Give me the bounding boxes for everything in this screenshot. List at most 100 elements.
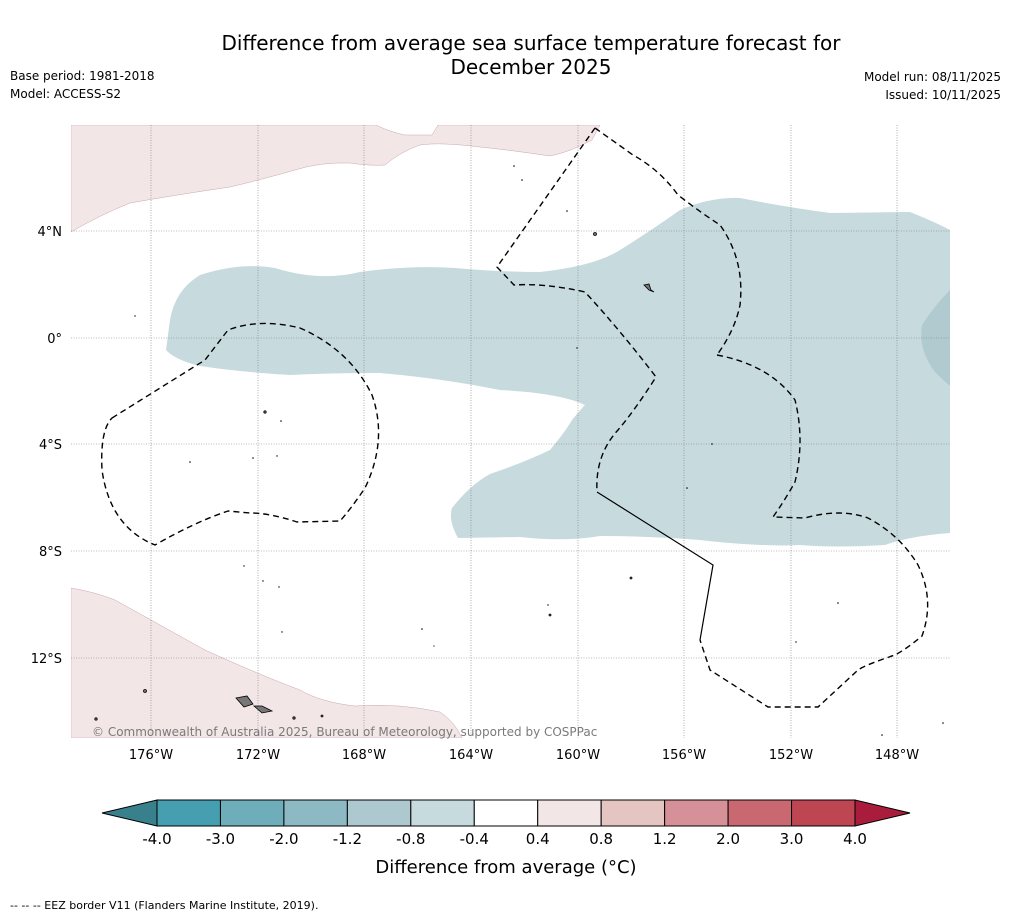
atoll-20 bbox=[433, 645, 435, 647]
atoll-9 bbox=[276, 455, 278, 457]
colorbar-segment bbox=[346, 799, 412, 827]
lon-label-160w: 160°W bbox=[556, 748, 600, 763]
colorbar-segment bbox=[410, 799, 475, 827]
copyright-text: © Commonwealth of Australia 2025, Bureau… bbox=[92, 725, 597, 739]
eez-borders bbox=[101, 127, 929, 708]
island-small-2 bbox=[263, 410, 267, 414]
eez-tuvalu-tokelau bbox=[101, 322, 380, 546]
colorbar-label: -4.0 bbox=[142, 830, 171, 848]
atoll-14 bbox=[278, 586, 280, 588]
colorbar-extend-high bbox=[854, 799, 911, 827]
colorbar-segment bbox=[283, 799, 348, 827]
colorbar-label: -2.0 bbox=[269, 830, 298, 848]
map-title: Difference from average sea surface temp… bbox=[0, 31, 1011, 79]
atoll-21 bbox=[881, 734, 883, 736]
islands bbox=[94, 232, 655, 721]
colorbar-label: 0.4 bbox=[526, 830, 550, 848]
atoll-5 bbox=[576, 347, 578, 349]
atoll-18 bbox=[281, 631, 283, 633]
colorbar-segment bbox=[156, 799, 221, 827]
colorbar-segment bbox=[727, 799, 793, 827]
atoll-11 bbox=[686, 487, 688, 489]
colorbar-extend-low bbox=[101, 799, 158, 827]
atoll-6 bbox=[280, 420, 282, 422]
atoll-7 bbox=[189, 461, 191, 463]
graticule bbox=[71, 125, 950, 738]
colorbar-label: 1.2 bbox=[653, 830, 677, 848]
colorbar-segment bbox=[664, 799, 729, 827]
lon-label-152w: 152°W bbox=[769, 748, 813, 763]
colorbar-segment bbox=[600, 799, 666, 827]
colorbar-label: 3.0 bbox=[780, 830, 804, 848]
island-small-5 bbox=[94, 717, 98, 721]
island-upolu bbox=[252, 705, 274, 714]
atoll-16 bbox=[837, 602, 839, 604]
atoll-12 bbox=[243, 565, 245, 567]
lat-label-4s: 4°S bbox=[39, 438, 62, 453]
meta-right: Model run: 08/11/2025 Issued: 10/11/2025 bbox=[864, 68, 1001, 104]
meta-left: Base period: 1981-2018 Model: ACCESS-S2 bbox=[10, 67, 155, 103]
colorbar-label: -0.4 bbox=[460, 830, 489, 848]
eez-kiribati-line bbox=[699, 354, 929, 708]
eez-phoenix-west bbox=[496, 127, 657, 493]
colorbar-label: 4.0 bbox=[843, 830, 867, 848]
colorbar-label: 2.0 bbox=[716, 830, 740, 848]
colorbar-label: -1.2 bbox=[333, 830, 362, 848]
colorbar-label: -0.8 bbox=[396, 830, 425, 848]
lat-label-4n: 4°N bbox=[38, 225, 63, 240]
island-savaii bbox=[235, 695, 254, 708]
colorbar-segment bbox=[219, 799, 285, 827]
issued-date: Issued: 10/11/2025 bbox=[885, 88, 1001, 102]
title-line-2: December 2025 bbox=[450, 55, 612, 79]
title-line-1: Difference from average sea surface temp… bbox=[221, 31, 841, 55]
colorbar-segment bbox=[791, 799, 856, 827]
island-small-1 bbox=[593, 232, 597, 236]
lon-label-172w: 172°W bbox=[236, 748, 280, 763]
cool-anomaly-core bbox=[921, 290, 950, 386]
lon-label-176w: 176°W bbox=[129, 748, 173, 763]
colorbar-label: -3.0 bbox=[206, 830, 235, 848]
eez-footnote: -- -- -- EEZ border V11 (Flanders Marine… bbox=[10, 899, 319, 912]
colorbar-title: Difference from average (°C) bbox=[375, 857, 636, 878]
maritime-boundary bbox=[596, 491, 714, 641]
atoll-17 bbox=[421, 628, 423, 630]
atoll-10 bbox=[711, 443, 713, 445]
lon-label-148w: 148°W bbox=[875, 748, 919, 763]
lon-label-164w: 164°W bbox=[449, 748, 493, 763]
lat-label-12s: 12°S bbox=[31, 652, 62, 667]
atoll-22 bbox=[942, 722, 944, 724]
model-run: Model run: 08/11/2025 bbox=[863, 70, 1001, 84]
base-period: Base period: 1981-2018 bbox=[10, 69, 155, 83]
warm-anomaly-south bbox=[71, 587, 463, 738]
colorbar: -4.0 -3.0 -2.0 -1.2 -0.8 -0.4 0.4 0.8 1.2 2.0 3.0 4… bbox=[101, 799, 911, 878]
cool-anomaly-band bbox=[166, 197, 950, 547]
atoll-4 bbox=[134, 315, 136, 317]
lon-label-156w: 156°W bbox=[662, 748, 706, 763]
warm-anomaly-north bbox=[71, 125, 601, 233]
model-name: Model: ACCESS-S2 bbox=[10, 87, 122, 101]
atolls bbox=[134, 165, 944, 736]
island-kiritimati bbox=[643, 283, 655, 293]
map-area bbox=[71, 125, 950, 738]
colorbar-segment bbox=[473, 799, 539, 827]
lon-labels: 176°W 172°W 168°W 164°W 160°W 156°W 152°… bbox=[129, 748, 919, 763]
lat-label-0: 0° bbox=[47, 332, 62, 347]
colorbar-labels: -4.0 -3.0 -2.0 -1.2 -0.8 -0.4 0.4 0.8 1.2 2.0 3.0 4… bbox=[142, 830, 867, 848]
atoll-15 bbox=[547, 604, 549, 606]
atoll-8 bbox=[252, 457, 254, 459]
atoll-2 bbox=[521, 179, 523, 181]
island-small-7 bbox=[629, 576, 633, 580]
colorbar-segments bbox=[156, 799, 856, 827]
island-small-4 bbox=[292, 716, 296, 720]
lon-label-168w: 168°W bbox=[342, 748, 386, 763]
atoll-19 bbox=[795, 641, 797, 643]
atoll-13 bbox=[262, 580, 264, 582]
island-small-3 bbox=[143, 689, 147, 693]
atoll-1 bbox=[513, 165, 515, 167]
lat-label-8s: 8°S bbox=[39, 545, 62, 560]
island-small-8 bbox=[320, 714, 324, 718]
island-small-6 bbox=[548, 613, 552, 617]
atoll-3 bbox=[566, 210, 568, 212]
colorbar-label: 0.8 bbox=[589, 830, 613, 848]
